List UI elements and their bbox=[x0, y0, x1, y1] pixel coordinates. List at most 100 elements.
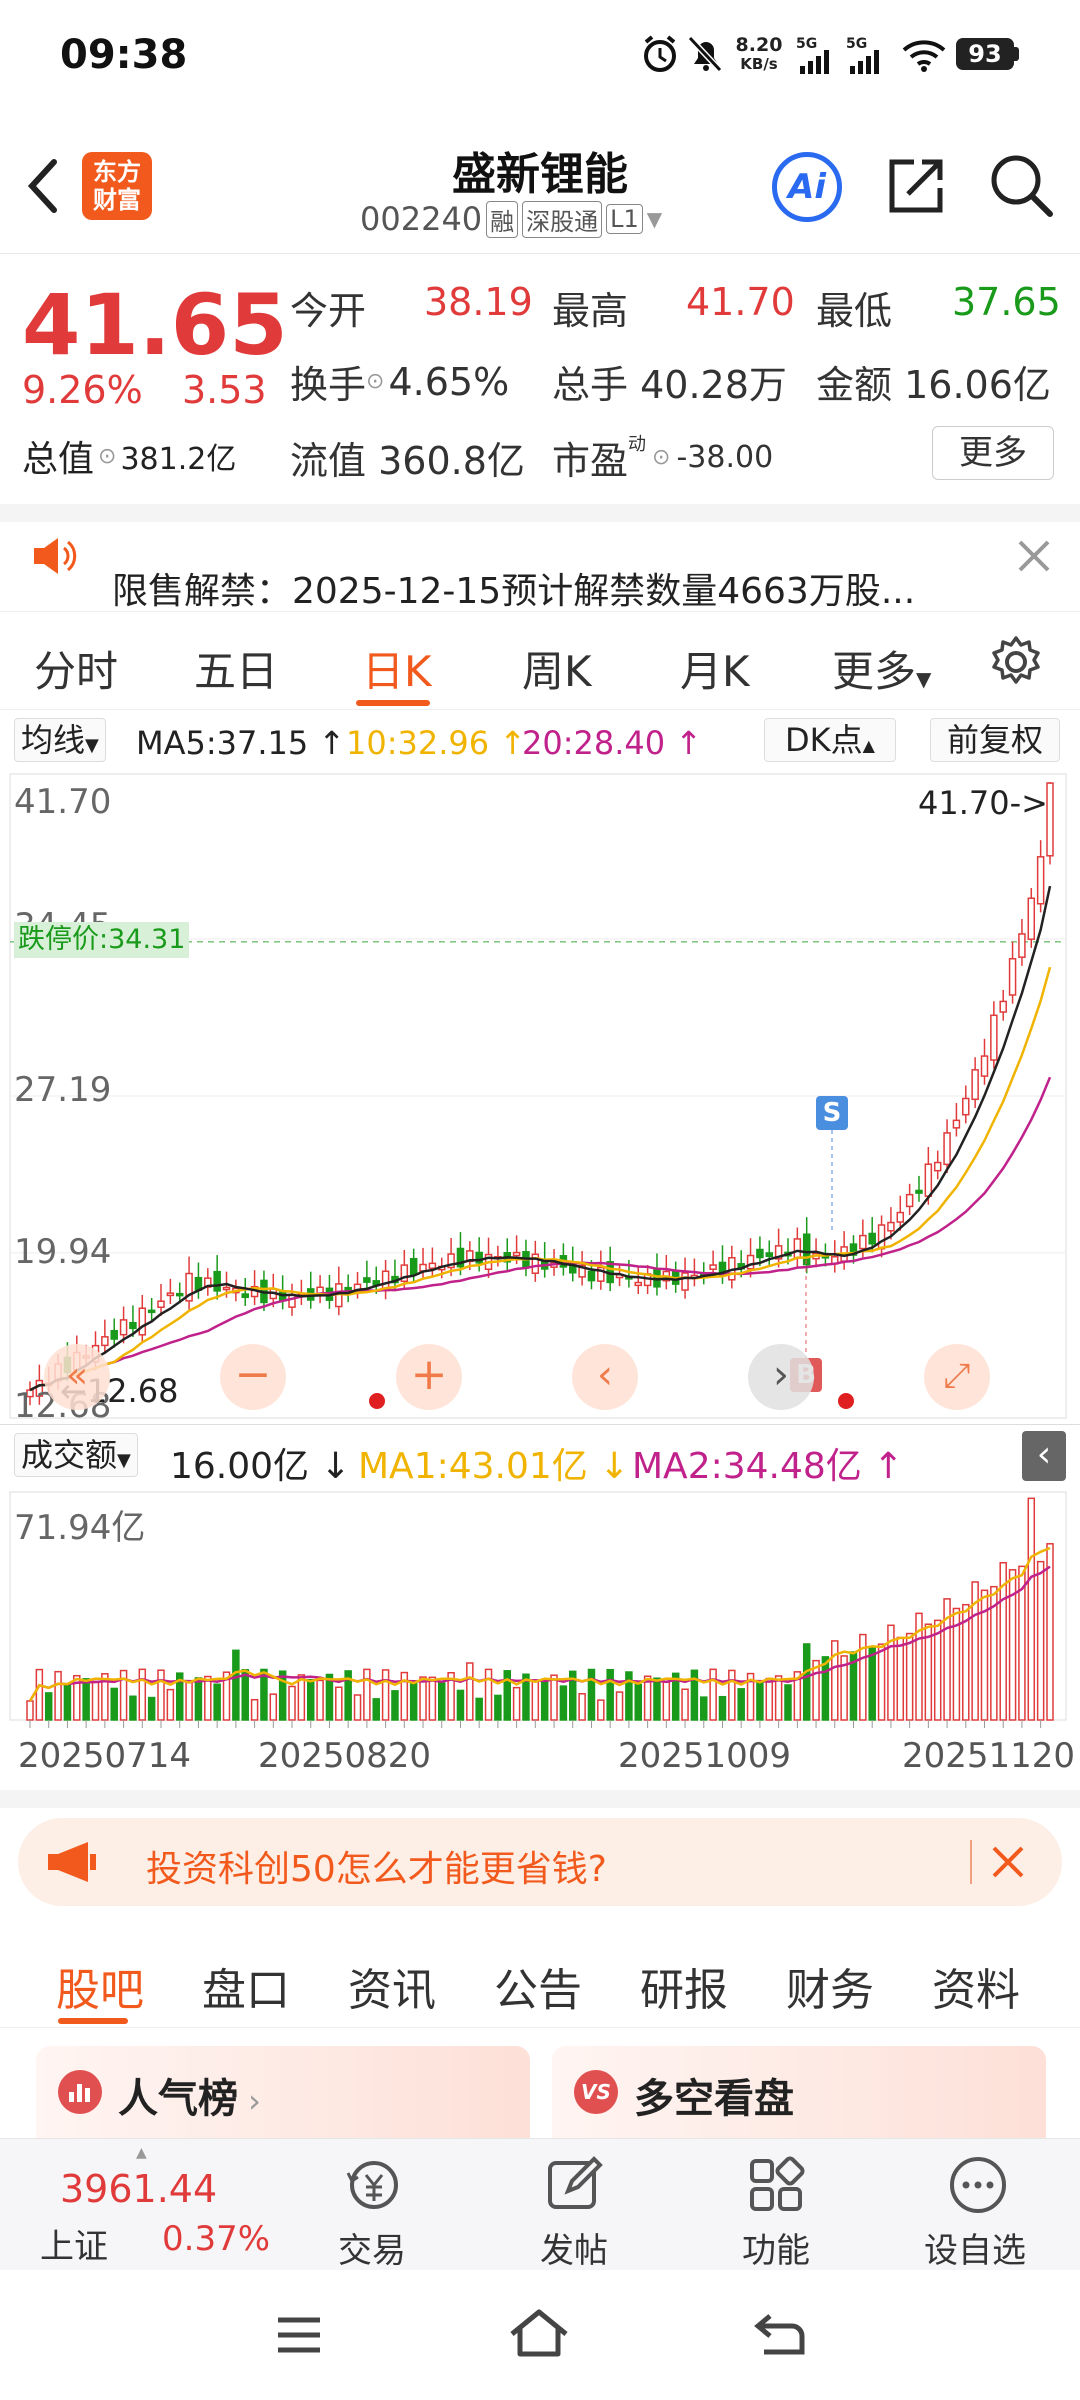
volume-bar bbox=[653, 1677, 661, 1721]
content-tabs: 股吧 盘口 资讯 公告 研报 财务 资料 bbox=[0, 1924, 1080, 2028]
volume-chart[interactable] bbox=[0, 1484, 1080, 1734]
function-label[interactable]: 功能 bbox=[742, 2231, 810, 2271]
candle bbox=[859, 1234, 867, 1250]
zoom-in-button[interactable]: + bbox=[396, 1344, 462, 1410]
tab-daily-k[interactable]: 日K bbox=[362, 647, 432, 696]
dk-point-toggle[interactable]: DK点▲ bbox=[764, 718, 896, 762]
trade-yuan-icon[interactable] bbox=[340, 2155, 406, 2215]
tab-financials[interactable]: 财务 bbox=[786, 1965, 874, 2016]
add-watchlist-label[interactable]: 设自选 bbox=[924, 2231, 1026, 2271]
bull-bear-card[interactable]: VS 多空看盘 bbox=[552, 2046, 1046, 2138]
volume-bar bbox=[353, 1694, 362, 1721]
volume-bar bbox=[868, 1647, 876, 1721]
tab-news[interactable]: 资讯 bbox=[348, 1965, 436, 2016]
candle bbox=[101, 1336, 109, 1347]
expand-indicator[interactable]: ▲ bbox=[136, 2145, 147, 2161]
close-icon[interactable] bbox=[988, 1842, 1028, 1882]
volume-bar bbox=[110, 1687, 118, 1721]
high-marker: 41.70-> bbox=[918, 784, 1048, 822]
volume-bar bbox=[138, 1668, 147, 1721]
volume-bar bbox=[447, 1672, 455, 1721]
megaphone-icon bbox=[48, 1842, 96, 1882]
trade-label[interactable]: 交易 bbox=[338, 2231, 406, 2271]
index-name: 上证 bbox=[40, 2227, 108, 2267]
tab-five-day[interactable]: 五日 bbox=[194, 647, 279, 696]
notice-text[interactable]: 限售解禁：2025-12-15预计解禁数量4663万股... bbox=[112, 571, 916, 612]
volume-bar bbox=[35, 1668, 44, 1721]
eastmoney-logo[interactable]: 东方 财富 bbox=[82, 152, 152, 220]
net-speed: 8.20 KB/s bbox=[735, 34, 783, 74]
notice-bar[interactable]: 限售解禁：2025-12-15预计解禁数量4663万股... bbox=[0, 522, 1080, 612]
date-label: 20250714 bbox=[18, 1736, 192, 1776]
ma-legend-row: 均线▼ MA5:37.15 ↑ 10:32.96 ↑ 20:28.40 ↑ DK… bbox=[0, 712, 1080, 768]
ad-text[interactable]: 投资科创50怎么才能更省钱? bbox=[146, 1849, 607, 1890]
candle bbox=[1008, 958, 1017, 996]
home-icon[interactable] bbox=[506, 2306, 572, 2360]
post-edit-icon[interactable] bbox=[544, 2153, 606, 2215]
tab-monthly-k[interactable]: 月K bbox=[680, 647, 750, 696]
period-tabs: 分时 五日 日K 周K 月K 更多▼ bbox=[0, 612, 1080, 710]
candle bbox=[185, 1272, 193, 1302]
more-button[interactable]: 更多 bbox=[932, 426, 1054, 480]
ad-banner[interactable]: 投资科创50怎么才能更省钱? bbox=[18, 1818, 1062, 1906]
function-grid-icon[interactable] bbox=[746, 2155, 806, 2215]
candle bbox=[475, 1251, 483, 1264]
tab-guba[interactable]: 股吧 bbox=[56, 1965, 144, 2016]
divider bbox=[970, 1840, 972, 1884]
volume-bar bbox=[419, 1676, 427, 1721]
settings-gear-icon[interactable] bbox=[988, 634, 1044, 690]
ma5-line bbox=[29, 885, 1052, 1392]
ai-assistant-button[interactable]: Ai bbox=[772, 152, 842, 222]
candle bbox=[887, 1221, 895, 1232]
menu-icon[interactable] bbox=[274, 2314, 324, 2356]
candle bbox=[428, 1262, 437, 1269]
stock-code-row[interactable]: 002240 融 深股通 L1 ▼ bbox=[360, 200, 662, 238]
index-value[interactable]: 3961.44 bbox=[60, 2167, 218, 2211]
volume-bar bbox=[456, 1689, 465, 1721]
popularity-card[interactable]: 人气榜 › bbox=[36, 2046, 530, 2138]
share-icon[interactable] bbox=[884, 154, 948, 218]
tab-announcements[interactable]: 公告 bbox=[494, 1965, 582, 2016]
back-nav-icon[interactable] bbox=[752, 2310, 808, 2358]
search-icon[interactable] bbox=[988, 152, 1054, 218]
fullscreen-icon[interactable]: ⤢ bbox=[924, 1344, 990, 1410]
candle bbox=[746, 1254, 755, 1270]
volume-bar bbox=[26, 1700, 34, 1721]
candle bbox=[400, 1264, 409, 1282]
y-label-high: 41.70 bbox=[14, 782, 112, 822]
volume-bar bbox=[615, 1691, 624, 1721]
volume-bar bbox=[91, 1680, 100, 1721]
post-label[interactable]: 发帖 bbox=[540, 2231, 608, 2271]
tab-more[interactable]: 更多▼ bbox=[832, 647, 932, 696]
volume-bar bbox=[952, 1607, 961, 1721]
volume-bar bbox=[1008, 1569, 1017, 1721]
volume-bar bbox=[550, 1674, 558, 1721]
candlestick-chart[interactable] bbox=[0, 770, 1080, 1420]
zoom-out-button[interactable]: − bbox=[220, 1344, 286, 1410]
high-label: 最高 bbox=[552, 289, 629, 333]
tab-profile[interactable]: 资料 bbox=[932, 1965, 1020, 2016]
close-icon[interactable] bbox=[1016, 538, 1052, 574]
scroll-right-button[interactable]: › bbox=[748, 1344, 814, 1410]
candle bbox=[905, 1193, 914, 1208]
volume-bar bbox=[700, 1696, 708, 1721]
tab-order-book[interactable]: 盘口 bbox=[202, 1965, 290, 2016]
tab-weekly-k[interactable]: 周K bbox=[522, 647, 592, 696]
adjust-mode-button[interactable]: 前复权 bbox=[930, 718, 1060, 762]
collapse-panel-button[interactable]: ‹ bbox=[1022, 1431, 1066, 1481]
volume-bar bbox=[933, 1619, 942, 1721]
tab-intraday[interactable]: 分时 bbox=[34, 647, 119, 696]
back-icon[interactable] bbox=[22, 156, 62, 216]
tab-research[interactable]: 研报 bbox=[640, 1965, 728, 2016]
more-dots-icon[interactable] bbox=[948, 2155, 1008, 2215]
scroll-left-button[interactable]: ‹ bbox=[572, 1344, 638, 1410]
ma-selector[interactable]: 均线▼ bbox=[14, 718, 106, 762]
volume-bar bbox=[531, 1680, 540, 1721]
sell-signal-marker[interactable]: S bbox=[816, 1096, 848, 1130]
candle bbox=[288, 1293, 296, 1308]
indicator-selector[interactable]: 成交额▼ bbox=[14, 1433, 138, 1477]
volume-bar bbox=[391, 1690, 399, 1721]
scroll-left-fast-button[interactable]: « bbox=[44, 1344, 110, 1410]
volume-bar bbox=[428, 1676, 437, 1721]
candle bbox=[952, 1119, 961, 1129]
